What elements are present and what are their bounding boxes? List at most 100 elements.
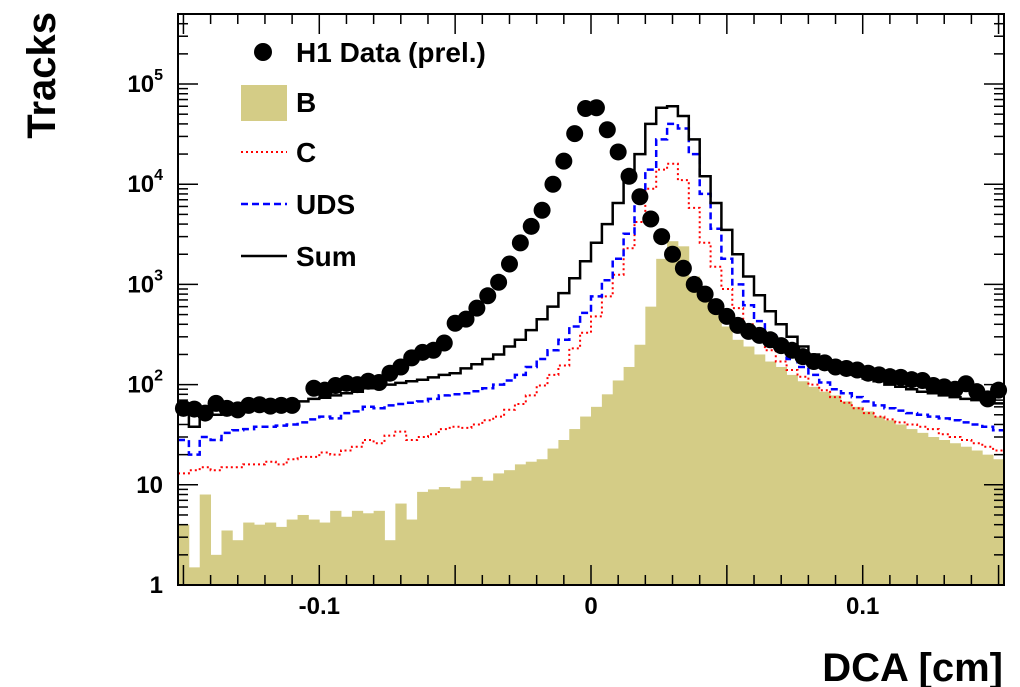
b-bar <box>808 386 820 585</box>
y-tick-label: 10 <box>136 472 163 499</box>
y-tick-label: 104 <box>127 167 163 198</box>
legend-label: H1 Data (prel.) <box>296 37 486 68</box>
b-bar <box>254 524 266 585</box>
legend-entry-uds: UDS <box>241 189 355 220</box>
data-point <box>522 217 540 235</box>
legend-label: C <box>296 137 316 168</box>
b-bar <box>417 491 429 585</box>
b-bar <box>449 488 461 585</box>
b-bar <box>645 306 657 585</box>
data-point <box>490 273 508 291</box>
b-bar <box>504 470 516 585</box>
b-bar <box>884 420 896 585</box>
b-bar <box>525 461 538 585</box>
data-point <box>685 275 703 293</box>
legend-marker <box>254 43 272 61</box>
b-bar <box>384 540 396 585</box>
legend-entry-sum: Sum <box>241 241 357 272</box>
b-bar <box>873 416 885 585</box>
b-bar <box>699 296 711 585</box>
b-bar <box>862 411 874 585</box>
b-bar <box>427 489 440 585</box>
b-histogram <box>178 241 1005 586</box>
b-bar <box>536 459 548 585</box>
b-bar <box>612 380 625 585</box>
b-bar <box>721 326 733 585</box>
legend-swatch <box>241 85 287 121</box>
b-bar <box>949 443 961 585</box>
x-tick-label: 0 <box>584 593 597 620</box>
b-bar <box>188 567 201 585</box>
legend-label: Sum <box>296 241 357 272</box>
data-point <box>500 255 518 273</box>
b-bar <box>514 464 527 585</box>
b-bar <box>362 513 375 585</box>
data-point <box>707 298 725 316</box>
b-bar <box>493 473 505 585</box>
legend-label: UDS <box>296 189 355 220</box>
data-point <box>544 175 562 193</box>
b-bar <box>601 394 614 585</box>
b-bar <box>797 381 809 585</box>
data-points <box>174 99 1008 422</box>
data-point <box>598 121 616 139</box>
data-point <box>468 299 486 317</box>
c-histogram <box>178 162 1004 475</box>
b-bar <box>308 519 320 585</box>
data-point <box>283 396 301 414</box>
b-bar <box>286 519 298 585</box>
data-point <box>566 125 584 143</box>
b-bar <box>667 241 679 585</box>
b-bar <box>764 361 777 585</box>
b-bar <box>786 374 798 585</box>
b-bar <box>547 448 559 585</box>
b-bar <box>993 459 1005 585</box>
b-bar <box>264 522 277 585</box>
b-bar <box>471 476 483 585</box>
legend-entry-data: H1 Data (prel.) <box>254 37 486 68</box>
data-point <box>609 143 627 161</box>
b-bar <box>569 429 581 585</box>
x-tick-label: 0.1 <box>846 593 879 620</box>
legend-entry-b: B <box>241 85 316 121</box>
b-bar <box>927 437 940 585</box>
b-bar <box>677 246 690 586</box>
b-bar <box>960 446 972 585</box>
b-bar <box>971 450 983 585</box>
b-bar <box>221 530 233 585</box>
b-bar <box>775 366 788 585</box>
b-bar <box>351 510 364 585</box>
legend: H1 Data (prel.) BC UDS Sum <box>241 37 486 272</box>
b-bar <box>710 310 722 585</box>
b-bar <box>373 510 385 585</box>
uds-histogram <box>178 122 1004 456</box>
b-bar <box>438 487 451 585</box>
b-bar <box>243 522 255 585</box>
b-bar <box>732 339 744 585</box>
data-point <box>653 228 671 246</box>
b-bar <box>319 522 331 585</box>
b-bar <box>688 276 701 585</box>
b-bar <box>840 401 853 585</box>
b-bar <box>656 258 668 585</box>
y-tick-label: 103 <box>127 267 163 298</box>
b-bar <box>275 526 288 585</box>
legend-label: B <box>296 87 316 118</box>
data-point <box>435 334 453 352</box>
b-bar <box>851 406 864 585</box>
tick-labels: -0.1 0 0.1 1 10 102 103 104 105 <box>127 67 879 620</box>
data-point <box>533 201 551 219</box>
data-point <box>457 310 475 328</box>
b-bar <box>482 480 494 585</box>
b-bar <box>917 432 929 585</box>
y-tick-label: 105 <box>127 67 163 98</box>
b-bar <box>938 440 951 585</box>
data-point <box>664 245 682 263</box>
y-tick-label: 102 <box>127 368 163 399</box>
b-bar <box>232 540 244 585</box>
b-bar <box>906 429 918 585</box>
b-bar <box>210 554 222 585</box>
data-point <box>631 188 649 206</box>
uds-step-line <box>178 122 1004 456</box>
